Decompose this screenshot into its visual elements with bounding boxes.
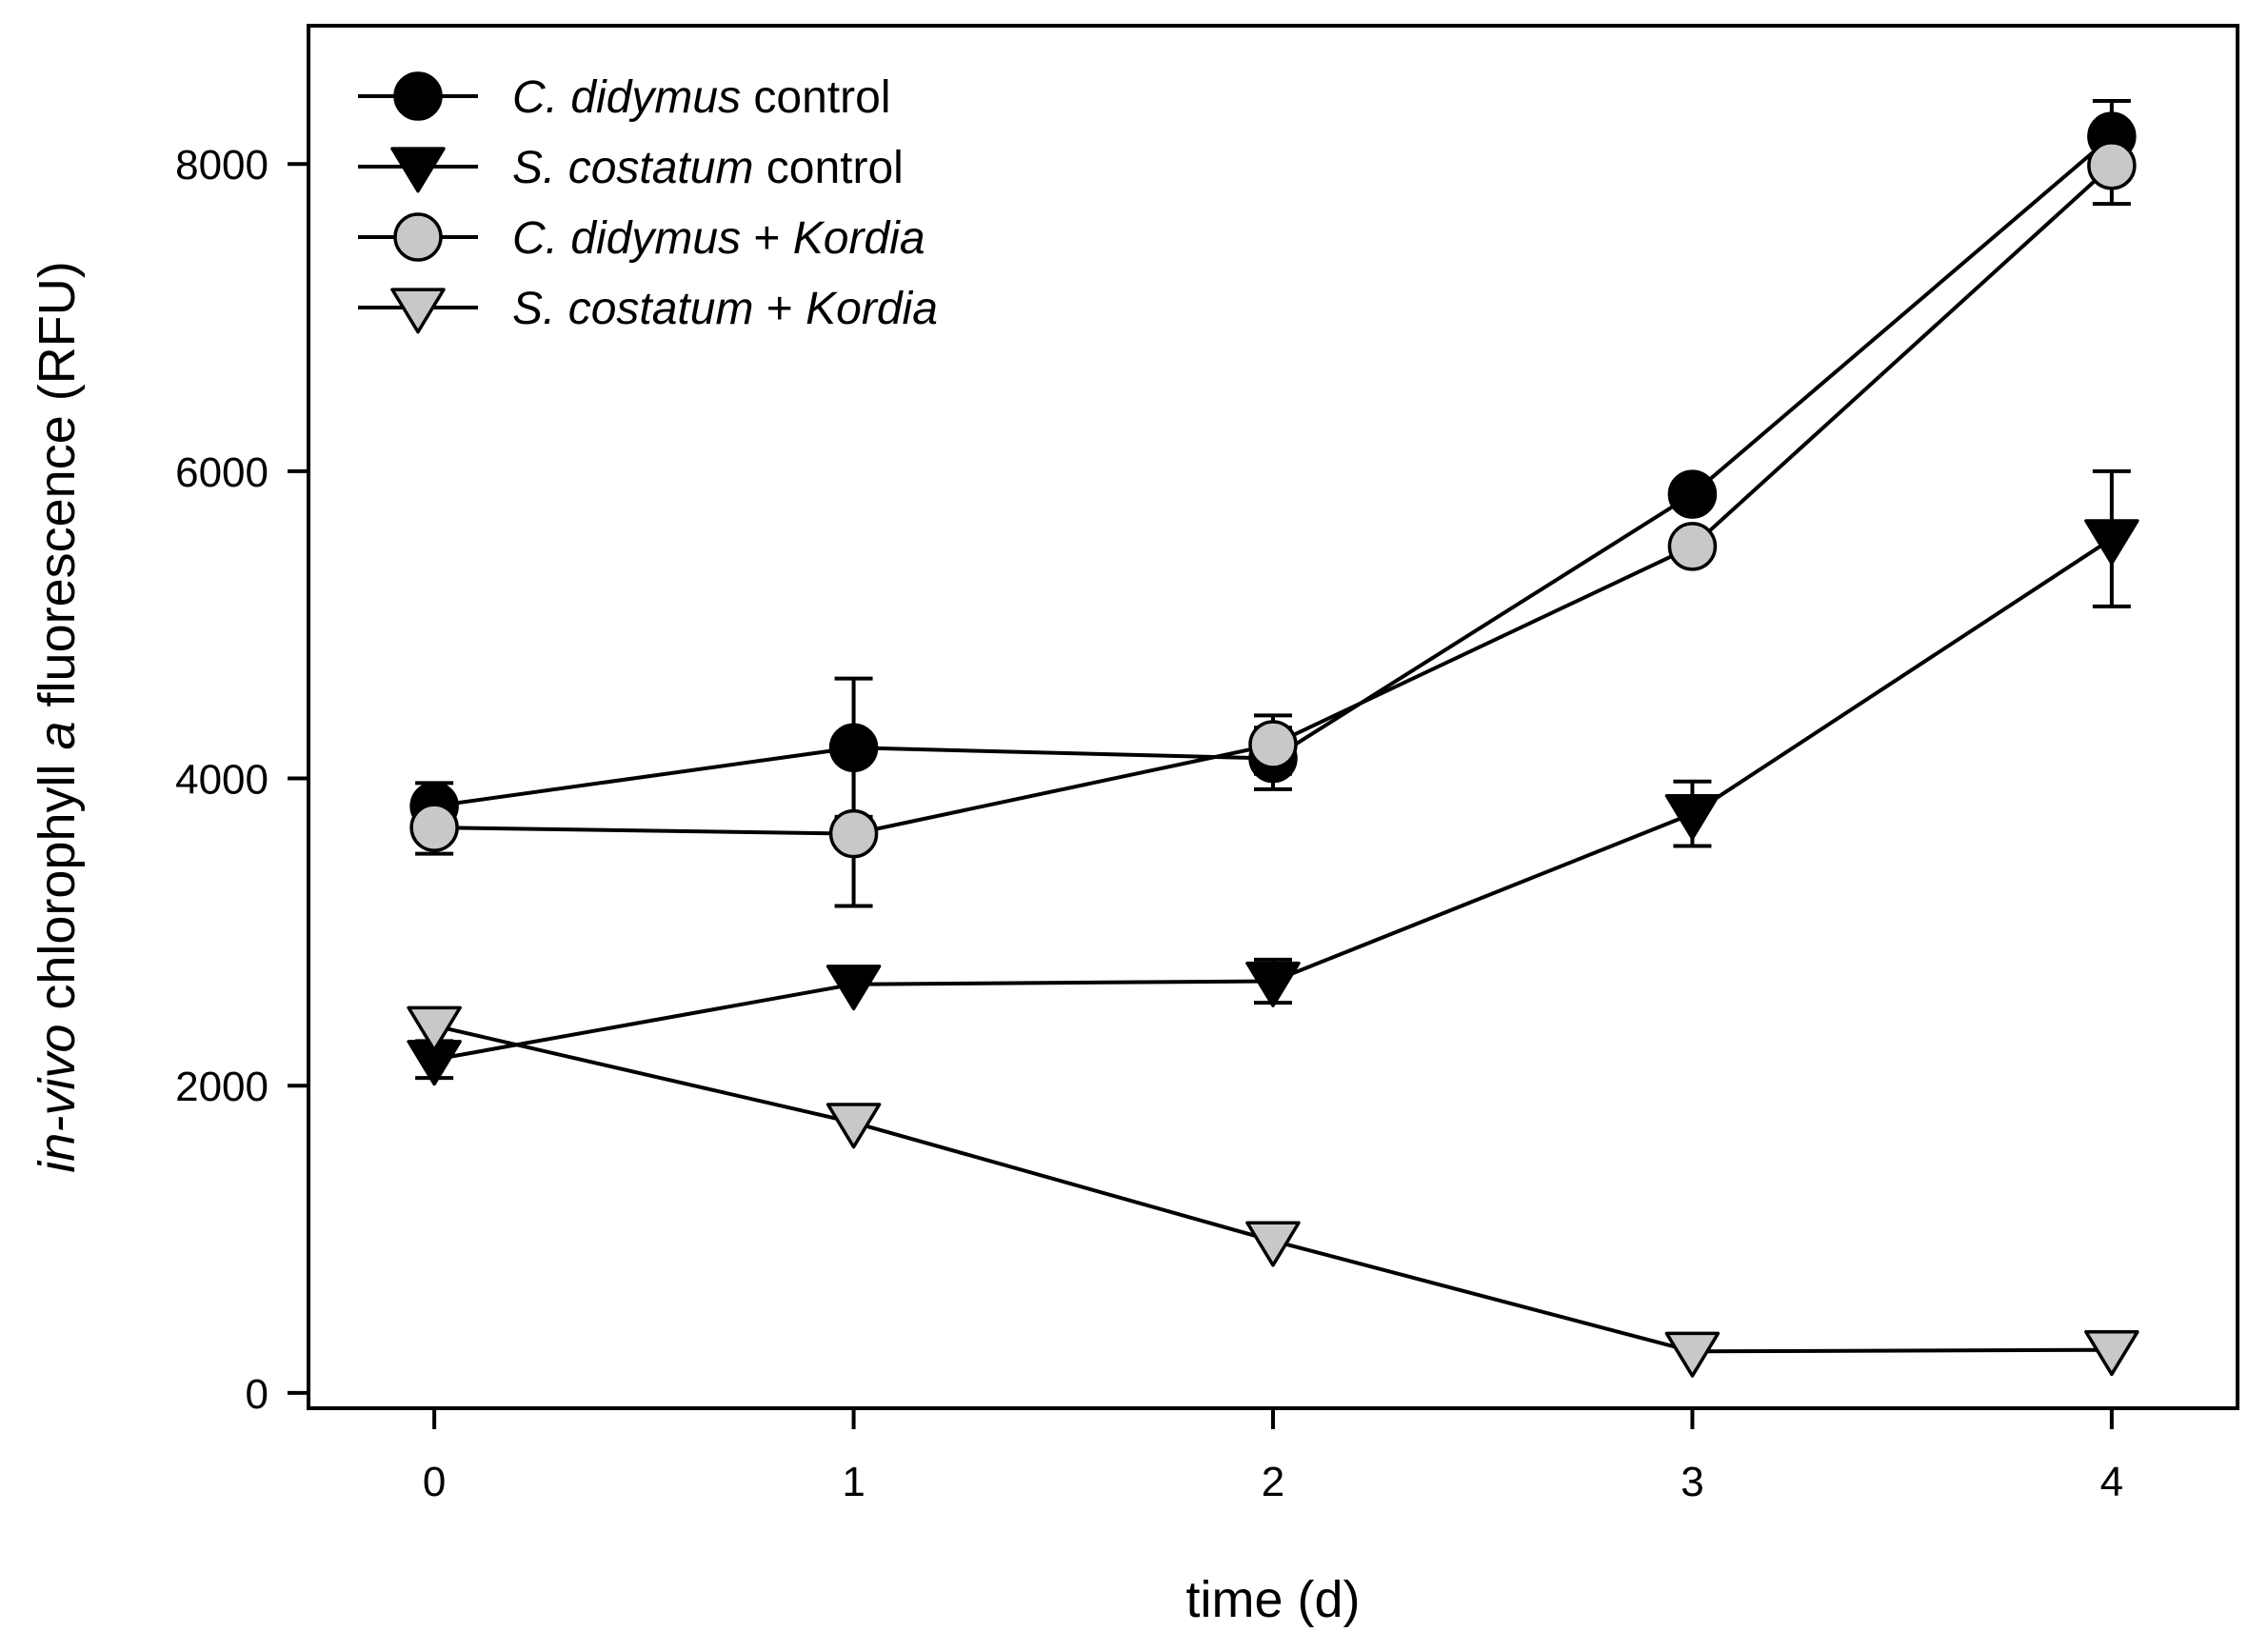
series-line <box>433 1024 2112 1354</box>
text-part: Kordia <box>806 284 938 334</box>
text-part: control <box>753 143 903 193</box>
series-layer <box>407 99 2139 1378</box>
text-part: + <box>741 213 793 264</box>
y-tick-label: 0 <box>246 1371 269 1418</box>
x-tick-label: 2 <box>1262 1459 1284 1505</box>
legend-label: C. didymus + Kordia <box>512 213 925 264</box>
data-point <box>409 803 459 852</box>
data-point <box>1664 793 1721 841</box>
text-part: C. didymus <box>512 72 741 123</box>
data-point <box>1667 522 1718 571</box>
y-tick-label: 2000 <box>175 1064 269 1110</box>
x-tick-label: 4 <box>2100 1459 2123 1505</box>
legend-label: C. didymus control <box>512 72 890 123</box>
x-axis-ticks: 0 1 2 3 4 <box>423 1408 2123 1505</box>
data-point <box>407 1005 462 1052</box>
y-axis-label: in-vivo chlorophyll a fluorescence (RFU) <box>29 261 86 1172</box>
x-axis-label: time (d) <box>1185 1571 1360 1628</box>
x-tick-label: 3 <box>1681 1459 1703 1505</box>
text-part: fluorescence (RFU) <box>29 261 86 721</box>
text-part: in-vivo <box>29 1025 86 1173</box>
data-point <box>2087 141 2137 190</box>
x-tick-label: 1 <box>842 1459 865 1505</box>
series-2 <box>407 468 2139 1086</box>
data-point <box>826 965 882 1011</box>
data-point <box>1245 1221 1301 1267</box>
text-part: S. costatum <box>512 143 753 193</box>
text-part: a <box>29 721 86 749</box>
data-point <box>1667 469 1718 519</box>
y-axis-ticks: 0 2000 4000 6000 8000 <box>175 142 308 1418</box>
y-tick-label: 8000 <box>175 142 269 189</box>
data-point <box>1248 720 1298 769</box>
legend-item-1: C. didymus control <box>358 71 890 123</box>
x-tick-label: 0 <box>423 1459 446 1505</box>
text-part: C. didymus <box>512 213 741 264</box>
y-tick-label: 6000 <box>175 449 269 496</box>
legend-marker <box>393 71 443 121</box>
data-point <box>828 808 879 859</box>
series-3 <box>409 125 2137 908</box>
legend-item-2: S. costatum control <box>358 143 904 193</box>
data-point <box>826 1103 882 1149</box>
text-part: chlorophyll <box>29 750 86 1025</box>
text-part: Kordia <box>793 213 925 264</box>
data-point <box>1245 961 1301 1007</box>
legend-item-3: C. didymus + Kordia <box>358 212 925 264</box>
data-point <box>2084 1330 2139 1377</box>
legend-label: S. costatum + Kordia <box>512 284 938 334</box>
y-tick-label: 4000 <box>175 757 269 804</box>
text-part: control <box>741 72 890 123</box>
legend-marker <box>390 147 446 193</box>
legend-item-4: S. costatum + Kordia <box>358 284 938 334</box>
text-part: + <box>753 284 806 334</box>
text-part: S. costatum <box>512 284 753 334</box>
series-4 <box>407 1005 2139 1378</box>
legend-marker <box>393 212 443 262</box>
data-point <box>1664 1331 1721 1378</box>
data-point <box>2084 519 2139 566</box>
legend-label: S. costatum control <box>512 143 904 193</box>
legend-marker <box>390 288 446 334</box>
